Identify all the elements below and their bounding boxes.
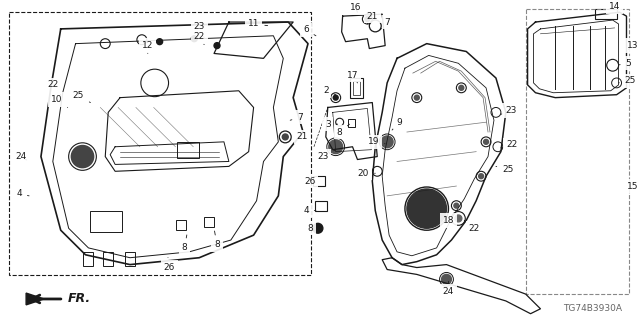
- Text: 25: 25: [619, 76, 636, 85]
- Text: 19: 19: [367, 137, 385, 146]
- Bar: [525, 9, 630, 294]
- Bar: [125, 252, 135, 266]
- Text: 9: 9: [392, 118, 402, 130]
- Circle shape: [70, 145, 94, 168]
- Text: 12: 12: [142, 41, 154, 53]
- Text: 24: 24: [15, 152, 27, 161]
- Bar: [313, 176, 325, 186]
- Text: 7: 7: [290, 113, 303, 122]
- Text: 21: 21: [367, 12, 378, 24]
- Text: 22: 22: [193, 32, 205, 44]
- Text: 22: 22: [464, 220, 480, 233]
- Circle shape: [214, 43, 220, 49]
- Bar: [353, 81, 360, 95]
- Text: 4: 4: [17, 189, 29, 198]
- Circle shape: [329, 140, 342, 154]
- Text: 8: 8: [337, 124, 349, 137]
- Text: 3: 3: [325, 120, 338, 129]
- Circle shape: [459, 85, 464, 90]
- Text: 23: 23: [317, 150, 336, 161]
- Text: 15: 15: [627, 181, 638, 190]
- Text: 16: 16: [349, 3, 361, 12]
- Text: 21: 21: [290, 132, 308, 141]
- Bar: [315, 201, 327, 211]
- Text: 20: 20: [358, 169, 375, 178]
- Text: FR.: FR.: [68, 292, 91, 306]
- Bar: [83, 252, 93, 266]
- Text: 23: 23: [193, 22, 205, 38]
- Circle shape: [157, 39, 163, 44]
- Circle shape: [407, 189, 447, 228]
- Bar: [103, 252, 113, 266]
- Text: 8: 8: [307, 224, 320, 233]
- Polygon shape: [26, 293, 44, 305]
- Bar: [177, 142, 199, 157]
- Text: TG74B3930A: TG74B3930A: [564, 304, 623, 313]
- Bar: [90, 211, 122, 232]
- Text: 22: 22: [501, 140, 517, 149]
- Text: 22: 22: [47, 80, 61, 95]
- Text: 26: 26: [164, 258, 175, 272]
- Text: 6: 6: [303, 25, 316, 36]
- Text: 7: 7: [380, 18, 390, 30]
- Circle shape: [365, 17, 370, 21]
- Text: 18: 18: [443, 209, 454, 225]
- Text: 11: 11: [248, 20, 268, 28]
- Text: 5: 5: [620, 59, 631, 68]
- Bar: [349, 78, 364, 98]
- Text: 4: 4: [303, 206, 316, 215]
- Text: 14: 14: [609, 2, 620, 11]
- Circle shape: [282, 134, 288, 140]
- Text: 24: 24: [443, 281, 454, 296]
- Text: 10: 10: [51, 95, 68, 108]
- Circle shape: [454, 203, 459, 208]
- Text: 17: 17: [347, 70, 358, 83]
- Circle shape: [484, 140, 488, 144]
- Circle shape: [479, 174, 484, 179]
- Text: 23: 23: [501, 106, 516, 115]
- Circle shape: [381, 136, 393, 148]
- Circle shape: [313, 223, 323, 233]
- Circle shape: [191, 36, 197, 42]
- Circle shape: [455, 215, 462, 222]
- Bar: [10, 12, 311, 276]
- Circle shape: [333, 95, 338, 100]
- Text: 2: 2: [323, 86, 336, 95]
- Bar: [204, 218, 214, 227]
- Bar: [348, 119, 355, 127]
- Text: 25: 25: [496, 165, 513, 174]
- Text: 8: 8: [214, 231, 220, 250]
- Text: 25: 25: [73, 91, 90, 102]
- Bar: [177, 220, 186, 230]
- Bar: [595, 9, 616, 19]
- Circle shape: [442, 275, 451, 284]
- Text: 13: 13: [627, 41, 638, 50]
- Text: 8: 8: [182, 235, 188, 252]
- Circle shape: [414, 95, 419, 100]
- Text: 26: 26: [304, 177, 316, 186]
